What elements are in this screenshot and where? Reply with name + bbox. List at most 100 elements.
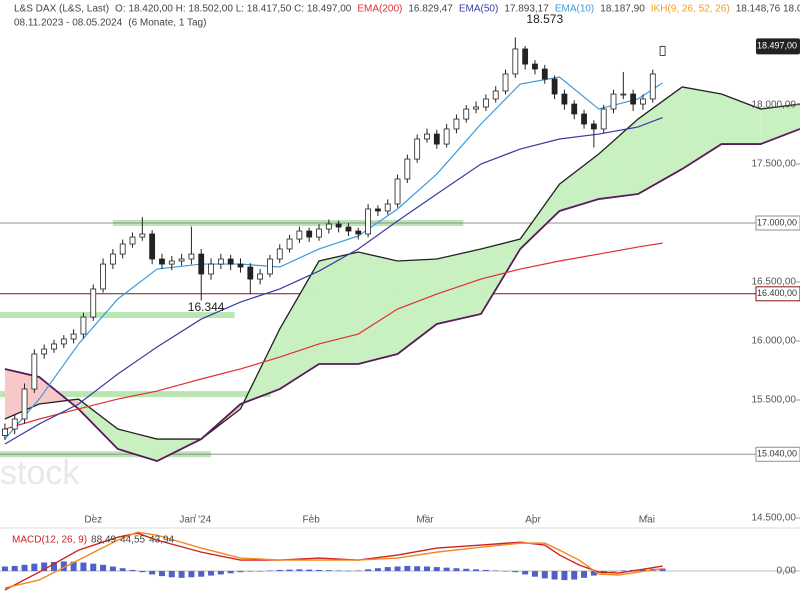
candle-body bbox=[541, 68, 548, 80]
y-tick-label: 17.500,00 bbox=[752, 159, 797, 170]
histogram-bar bbox=[178, 571, 185, 578]
candle-body bbox=[139, 233, 146, 238]
histogram-bar bbox=[296, 569, 303, 572]
cloud-segment bbox=[279, 261, 320, 390]
candle-body bbox=[453, 118, 460, 130]
candle-body bbox=[325, 223, 332, 230]
header-text: EMA(10) bbox=[555, 4, 594, 15]
candle-body bbox=[119, 243, 126, 255]
histogram-bar bbox=[590, 571, 597, 576]
candle-body bbox=[188, 253, 195, 260]
candle-body bbox=[384, 203, 391, 212]
histogram-bar bbox=[119, 568, 126, 572]
candle-body bbox=[404, 158, 411, 180]
macd-legend: 43,94 bbox=[149, 535, 174, 546]
histogram-bar bbox=[129, 569, 136, 572]
candle-body bbox=[482, 98, 489, 108]
cloud-segment bbox=[520, 184, 560, 249]
candle-body bbox=[198, 253, 205, 275]
ema-line bbox=[4, 242, 663, 430]
candle-body bbox=[512, 48, 519, 75]
candle-body bbox=[100, 263, 106, 290]
candle-body bbox=[522, 48, 529, 65]
candle-body bbox=[335, 223, 342, 228]
histogram-bar bbox=[31, 563, 38, 572]
histogram-bar bbox=[80, 562, 87, 572]
candle-body bbox=[257, 273, 264, 280]
candle-body bbox=[316, 228, 322, 238]
histogram-bar bbox=[659, 568, 666, 572]
candle-body bbox=[41, 348, 48, 355]
candle-body bbox=[168, 260, 175, 265]
header-text: 18.187,90 bbox=[600, 4, 645, 15]
candle-body bbox=[345, 226, 352, 232]
candle-body bbox=[659, 45, 666, 56]
candle-body bbox=[178, 258, 185, 262]
candle-body bbox=[375, 208, 381, 212]
macd-legend: MACD(12, 26, 9) bbox=[12, 535, 87, 546]
histogram-bar bbox=[394, 566, 401, 572]
span-a-line bbox=[4, 86, 800, 440]
cloud-segment bbox=[397, 259, 437, 354]
histogram-bar bbox=[90, 563, 97, 572]
histogram-bar bbox=[306, 569, 313, 572]
histogram-bar bbox=[139, 571, 146, 573]
ema-line bbox=[4, 117, 663, 445]
candle-body bbox=[365, 208, 371, 235]
histogram-bar bbox=[257, 571, 264, 572]
candle-body bbox=[286, 238, 293, 250]
header-text: EMA(50) bbox=[459, 4, 498, 15]
histogram-bar bbox=[335, 570, 342, 572]
histogram-bar bbox=[620, 570, 627, 572]
histogram-bar bbox=[325, 570, 332, 572]
histogram-bar bbox=[198, 571, 205, 577]
histogram-bar bbox=[237, 571, 244, 573]
histogram-bar bbox=[316, 569, 323, 572]
histogram-bar bbox=[21, 564, 28, 572]
level-label: 17.000,00 bbox=[757, 217, 797, 227]
candle-body bbox=[551, 78, 558, 95]
annotation: 16.344 bbox=[188, 300, 225, 314]
histogram-bar bbox=[149, 571, 156, 575]
histogram-bar bbox=[482, 569, 489, 572]
candle-body bbox=[571, 103, 578, 115]
span-b-line bbox=[4, 128, 800, 462]
x-tick-label: Jan '24 bbox=[179, 515, 211, 526]
x-tick-label: Mär bbox=[416, 515, 434, 526]
y-tick-label: 16.000,00 bbox=[752, 336, 797, 347]
header-text: 08.11.2023 - 08.05.2024 bbox=[14, 18, 123, 29]
histogram-bar bbox=[41, 562, 48, 572]
candle-body bbox=[70, 333, 77, 340]
y-tick-label: 0,00 bbox=[777, 566, 797, 577]
candle-body bbox=[21, 388, 28, 420]
candle-body bbox=[561, 93, 568, 105]
histogram-bar bbox=[168, 571, 175, 578]
level-label: 15.040,00 bbox=[757, 449, 797, 459]
macd-line bbox=[4, 532, 663, 591]
histogram-bar bbox=[453, 568, 460, 572]
header-text: EMA(200) bbox=[357, 4, 402, 15]
cloud-segment bbox=[760, 104, 800, 145]
histogram-bar bbox=[492, 570, 499, 572]
candle-body bbox=[11, 418, 18, 430]
histogram-bar bbox=[541, 571, 548, 579]
candle-body bbox=[581, 113, 587, 125]
histogram-bar bbox=[531, 571, 538, 577]
histogram-bar bbox=[227, 571, 234, 574]
macd-legend: 44,55 bbox=[120, 535, 145, 546]
candle-body bbox=[473, 106, 479, 110]
histogram-bar bbox=[158, 571, 165, 577]
candle-body bbox=[414, 138, 421, 160]
histogram-bar bbox=[423, 566, 430, 572]
level-box bbox=[755, 286, 800, 302]
candle-body bbox=[208, 263, 214, 275]
candle-body bbox=[424, 133, 430, 140]
macd-legend: 88,49 bbox=[91, 535, 116, 546]
histogram-bar bbox=[11, 565, 18, 572]
histogram-bar bbox=[100, 564, 107, 572]
candle-body bbox=[649, 73, 656, 100]
candle-body bbox=[51, 343, 57, 350]
histogram-bar bbox=[561, 571, 568, 581]
y-tick-label: 16.500,00 bbox=[752, 277, 797, 288]
